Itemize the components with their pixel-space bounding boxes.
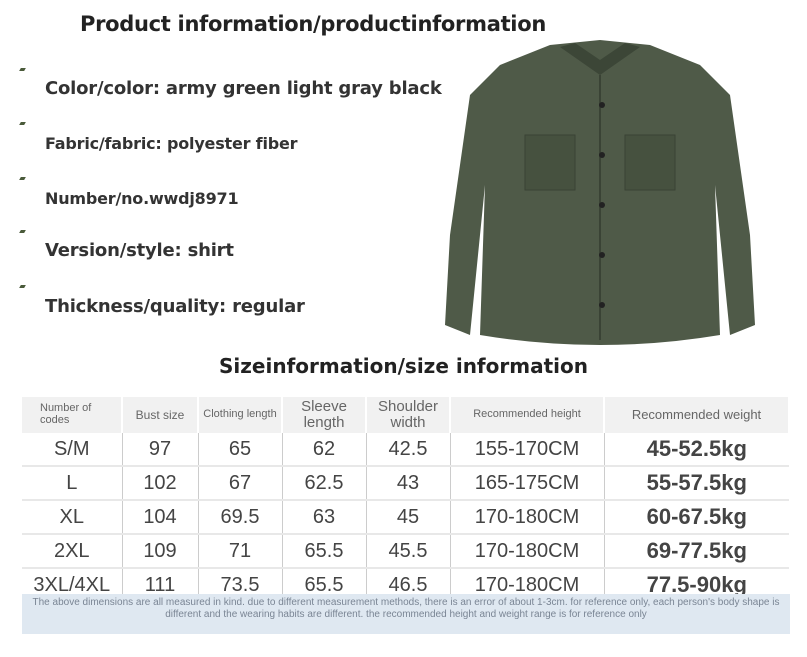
attr-thickness: Thickness/quality: regular bbox=[45, 296, 305, 317]
cell-size: S/M bbox=[22, 433, 123, 467]
cell-size: L bbox=[22, 466, 123, 501]
header-shoulder: Shoulder width bbox=[366, 397, 451, 433]
cell-bust: 97 bbox=[122, 433, 199, 467]
page-title: Product information/productinformation bbox=[80, 12, 546, 36]
attr-style: Version/style: shirt bbox=[45, 240, 234, 261]
cell-sleeve: 62 bbox=[282, 433, 367, 467]
size-section-title: Sizeinformation/size information bbox=[219, 354, 588, 378]
table-row: 2XL 109 71 65.5 45.5 170-180CM 69-77.5kg bbox=[22, 534, 789, 569]
cell-size: 2XL bbox=[22, 534, 123, 569]
cell-bust: 102 bbox=[122, 466, 199, 501]
size-table: Number of codes Bust size Clothing lengt… bbox=[22, 397, 790, 603]
table-row: S/M 97 65 62 42.5 155-170CM 45-52.5kg bbox=[22, 433, 789, 467]
cell-sleeve: 63 bbox=[282, 500, 367, 535]
shirt-image bbox=[445, 40, 755, 345]
cell-length: 65 bbox=[198, 433, 283, 467]
cell-size: XL bbox=[22, 500, 123, 535]
cell-weight: 45-52.5kg bbox=[604, 433, 789, 467]
table-row: XL 104 69.5 63 45 170-180CM 60-67.5kg bbox=[22, 500, 789, 535]
table-header-row: Number of codes Bust size Clothing lengt… bbox=[22, 397, 790, 433]
header-length: Clothing length bbox=[198, 397, 283, 433]
cell-shoulder: 42.5 bbox=[366, 433, 451, 467]
cell-height: 165-175CM bbox=[450, 466, 605, 501]
attr-fabric: Fabric/fabric: polyester fiber bbox=[45, 134, 298, 153]
bullet-icon bbox=[19, 285, 26, 288]
cell-length: 69.5 bbox=[198, 500, 283, 535]
cell-sleeve: 62.5 bbox=[282, 466, 367, 501]
cell-shoulder: 45.5 bbox=[366, 534, 451, 569]
header-bust: Bust size bbox=[122, 397, 199, 433]
header-weight: Recommended weight bbox=[604, 397, 790, 433]
cell-height: 170-180CM bbox=[450, 500, 605, 535]
cell-shoulder: 43 bbox=[366, 466, 451, 501]
cell-length: 67 bbox=[198, 466, 283, 501]
cell-bust: 109 bbox=[122, 534, 199, 569]
attr-number: Number/no.wwdj8971 bbox=[45, 189, 239, 208]
cell-weight: 55-57.5kg bbox=[604, 466, 789, 501]
cell-weight: 77.5-90kg bbox=[604, 568, 789, 603]
cell-shoulder: 45 bbox=[366, 500, 451, 535]
disclaimer-note: The above dimensions are all measured in… bbox=[22, 594, 790, 634]
table-row: L 102 67 62.5 43 165-175CM 55-57.5kg bbox=[22, 466, 789, 501]
cell-weight: 69-77.5kg bbox=[604, 534, 789, 569]
bullet-icon bbox=[19, 122, 26, 125]
header-sleeve: Sleeve length bbox=[282, 397, 367, 433]
cell-weight: 60-67.5kg bbox=[604, 500, 789, 535]
cell-bust: 104 bbox=[122, 500, 199, 535]
header-codes: Number of codes bbox=[22, 397, 123, 433]
bullet-icon bbox=[19, 68, 26, 71]
cell-height: 155-170CM bbox=[450, 433, 605, 467]
attr-color: Color/color: army green light gray black bbox=[45, 78, 442, 99]
cell-height: 170-180CM bbox=[450, 534, 605, 569]
cell-sleeve: 65.5 bbox=[282, 534, 367, 569]
cell-length: 71 bbox=[198, 534, 283, 569]
header-height: Recommended height bbox=[450, 397, 605, 433]
bullet-icon bbox=[19, 177, 26, 180]
bullet-icon bbox=[19, 230, 26, 233]
